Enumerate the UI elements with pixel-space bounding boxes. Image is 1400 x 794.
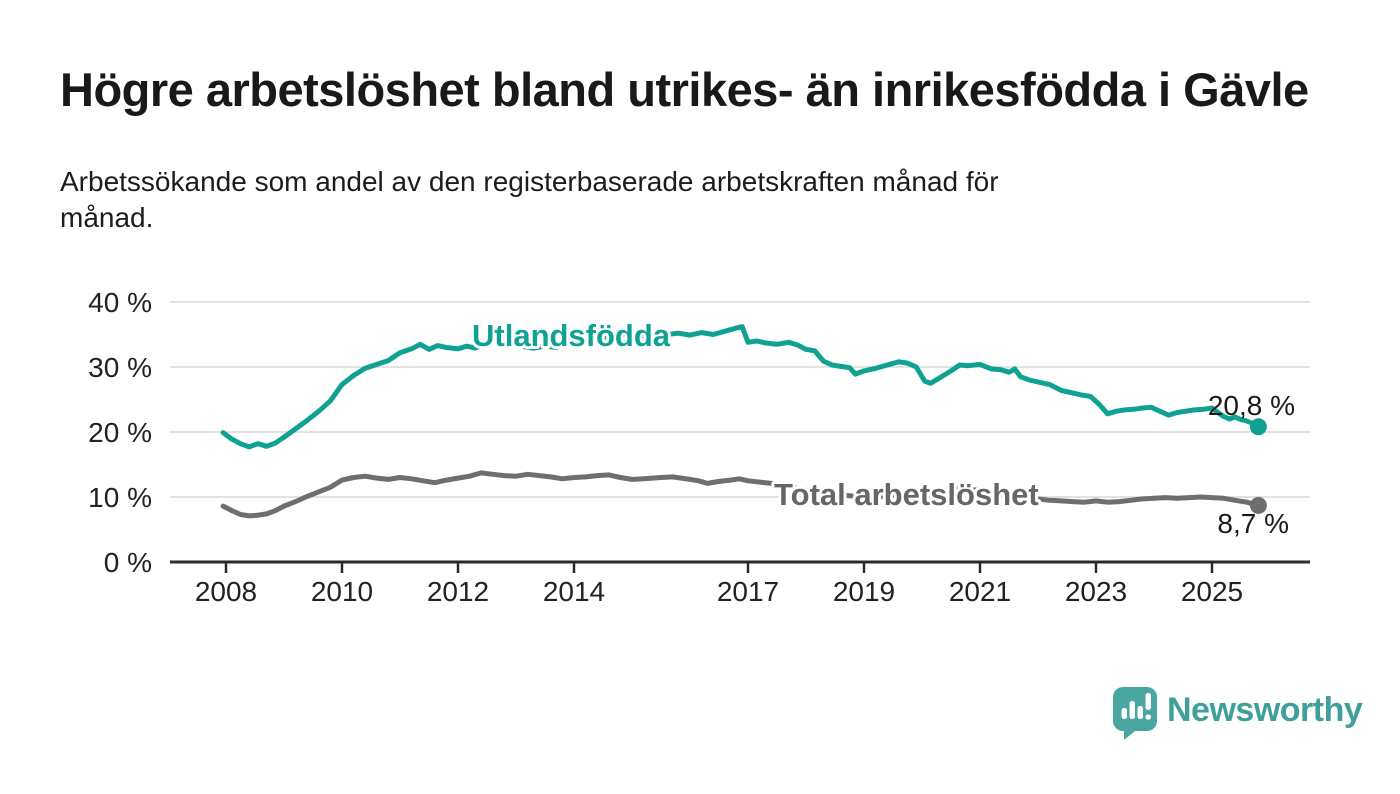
series-label-total-arbetsloshet: Total arbetslöshet <box>774 477 1039 512</box>
y-tick-label: 30 % <box>88 352 152 383</box>
logo-bars-icon <box>1121 693 1151 720</box>
page-title: Högre arbetslöshet bland utrikes- än inr… <box>60 63 1309 116</box>
x-axis: 2008 2010 2012 2014 2017 2019 2021 2023 2025 <box>195 562 1243 607</box>
x-tick-label: 2025 <box>1181 576 1243 607</box>
end-value-label-utlandsfodda: 20,8 % <box>1208 390 1295 421</box>
x-tick-label: 2017 <box>717 576 779 607</box>
y-tick-label: 20 % <box>88 417 152 448</box>
x-tick-label: 2023 <box>1065 576 1127 607</box>
x-tick-label: 2014 <box>543 576 605 607</box>
y-tick-label: 10 % <box>88 482 152 513</box>
y-tick-label: 0 % <box>104 547 152 578</box>
subtitle-line-2: månad. <box>60 202 154 233</box>
series-line-total <box>220 470 1261 519</box>
series-line-utlandsfodda <box>220 324 1261 450</box>
y-tick-label: 40 % <box>88 287 152 318</box>
x-tick-label: 2021 <box>949 576 1011 607</box>
subtitle-line-1: Arbetssökande som andel av den registerb… <box>60 166 999 197</box>
newsworthy-logo: Newsworthy <box>1113 687 1363 740</box>
series-end-dot-utlandsfodda <box>1249 418 1267 436</box>
x-tick-label: 2008 <box>195 576 257 607</box>
x-tick-label: 2019 <box>833 576 895 607</box>
series-label-utlandsfodda: Utlandsfödda <box>472 318 671 353</box>
brand-name: Newsworthy <box>1167 691 1363 729</box>
series-lines <box>220 324 1267 519</box>
x-tick-label: 2012 <box>427 576 489 607</box>
chart-subtitle: Arbetssökande som andel av den registerb… <box>60 164 999 236</box>
gridlines-and-y-axis: 40 % 30 % 20 % 10 % 0 % <box>88 287 1310 578</box>
series-end-dot-total <box>1249 496 1267 514</box>
end-value-label-total: 8,7 % <box>1217 508 1289 539</box>
x-tick-label: 2010 <box>311 576 373 607</box>
